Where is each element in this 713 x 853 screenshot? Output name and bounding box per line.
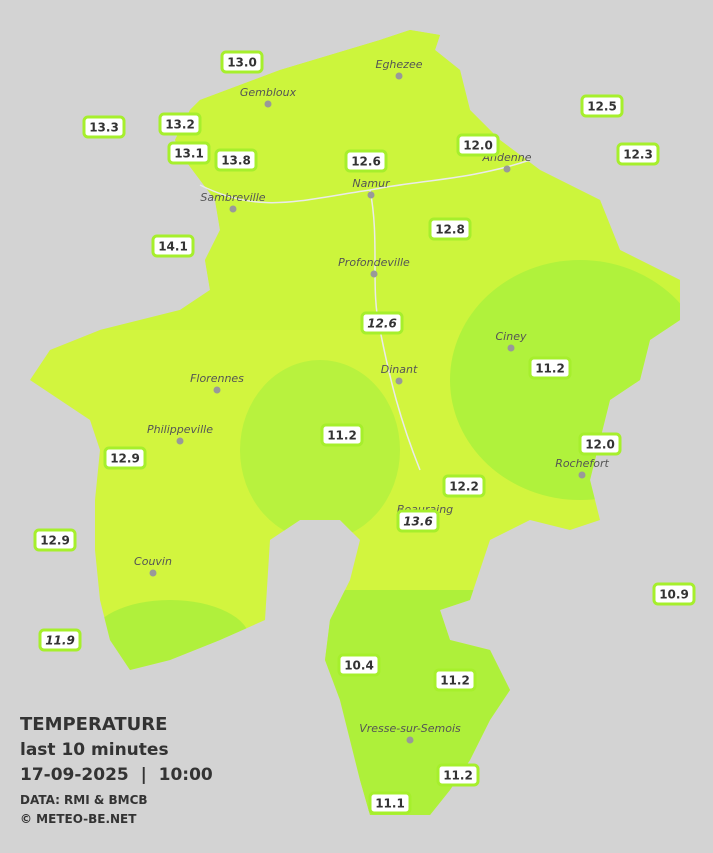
station-temp: 12.9	[110, 452, 140, 466]
station-box	[151, 234, 195, 258]
legend-title: TEMPERATURE	[20, 714, 167, 735]
station-box	[616, 142, 660, 166]
station-temp: 11.1	[375, 797, 405, 811]
station-temp: 11.2	[327, 429, 357, 443]
station-temp: 12.6	[351, 155, 381, 169]
station-temp: 11.2	[440, 674, 470, 688]
station-box	[33, 528, 77, 552]
city-dot	[264, 100, 272, 108]
city-dot	[406, 736, 414, 744]
station-temp: 12.0	[585, 438, 615, 452]
station-temp: 10.9	[659, 588, 689, 602]
station-temp: 12.2	[449, 480, 479, 494]
station-temp: 13.1	[174, 147, 204, 161]
station-temp: 11.9	[45, 634, 75, 648]
station-box	[337, 653, 381, 677]
legend-datetime: 17-09-2025 | 10:00	[20, 765, 213, 785]
station-box	[214, 148, 258, 172]
legend-period: last 10 minutes	[20, 740, 169, 760]
station-box	[396, 509, 440, 533]
station-box	[103, 446, 147, 470]
station-temp: 10.4	[344, 659, 374, 673]
station-temp: 12.8	[435, 223, 465, 237]
city-name: Sambreville	[200, 191, 265, 204]
station-box	[456, 133, 500, 157]
station-temp: 12.3	[623, 148, 653, 162]
station-box	[38, 628, 82, 652]
city-name: Rochefort	[555, 457, 609, 470]
station-temp: 13.8	[221, 154, 251, 168]
city-dot	[370, 270, 378, 278]
station-box	[167, 141, 211, 165]
station-box	[428, 217, 472, 241]
station-box	[344, 149, 388, 173]
station-temp: 13.0	[227, 56, 257, 70]
station-box	[528, 356, 572, 380]
city-name: Profondeville	[338, 256, 410, 269]
station-box	[320, 423, 364, 447]
city-name: Gembloux	[240, 86, 297, 99]
station-box	[580, 94, 624, 118]
station-temp: 13.2	[165, 118, 195, 132]
legend-source: DATA: RMI & BMCB	[20, 793, 148, 807]
city-name: Dinant	[381, 363, 418, 376]
station-box	[220, 50, 264, 74]
station-temp: 12.5	[587, 100, 617, 114]
city-dot	[149, 569, 157, 577]
city-dot	[213, 386, 221, 394]
zone-cool	[240, 360, 400, 540]
station-temp: 12.9	[40, 534, 70, 548]
city-dot	[395, 377, 403, 385]
station-box	[360, 311, 404, 335]
city-dot	[176, 437, 184, 445]
station-box	[442, 474, 486, 498]
station-temp: 12.0	[463, 139, 493, 153]
station-temp: 11.2	[443, 769, 473, 783]
city-name: Vresse-sur-Semois	[359, 722, 461, 735]
city-dot	[578, 471, 586, 479]
city-name: Ciney	[496, 330, 527, 343]
station-box	[436, 763, 480, 787]
station-temp: 13.6	[403, 515, 433, 529]
station-box	[578, 432, 622, 456]
city-name: Philippeville	[147, 423, 213, 436]
station-box	[433, 668, 477, 692]
station-box	[82, 115, 126, 139]
city-dot	[507, 344, 515, 352]
station-box	[652, 582, 696, 606]
city-dot	[367, 191, 375, 199]
city-name: Namur	[352, 177, 391, 190]
station-box	[158, 112, 202, 136]
station-temp: 14.1	[158, 240, 188, 254]
city-dot	[395, 72, 403, 80]
city-dot	[503, 165, 511, 173]
city-dot	[229, 205, 237, 213]
city-name: Couvin	[134, 555, 172, 568]
city-name: Florennes	[190, 372, 244, 385]
station-box	[368, 791, 412, 815]
station-temp: 12.6	[367, 317, 397, 331]
legend-credit: © METEO-BE.NET	[20, 812, 137, 826]
city-name: Eghezee	[376, 58, 423, 71]
station-temp: 11.2	[535, 362, 565, 376]
station-temp: 13.3	[89, 121, 119, 135]
